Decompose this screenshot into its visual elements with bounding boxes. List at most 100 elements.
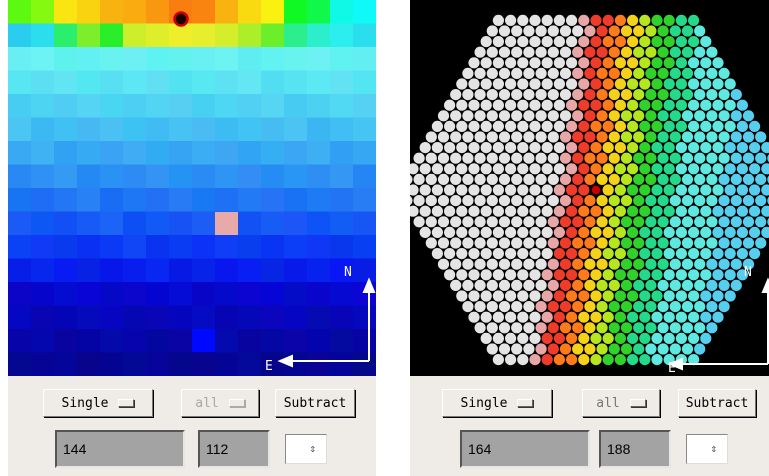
sensor-dot [578,206,589,217]
sensor-dot [572,89,583,100]
sensor-dot [651,142,662,153]
sensor-dot [755,237,766,248]
grid-cell [146,118,170,142]
sensor-dot [645,216,656,227]
grid-cell [307,141,331,165]
y-coordinate-field[interactable]: 112 [198,430,270,468]
value-stepper[interactable]: ⇕ [285,434,327,464]
sensor-dot [523,174,534,185]
sensor-dot [410,195,413,206]
sensor-dot [450,131,461,142]
sensor-dot [639,227,650,238]
mode-select-button[interactable]: Single [442,389,552,417]
sensor-dot [603,142,614,153]
sensor-dot [487,343,498,354]
grid-cell [261,329,285,353]
sensor-dot [499,322,510,333]
subtract-button[interactable]: Subtract [275,389,355,417]
channel-select-button[interactable]: all [582,389,660,417]
sensor-dot [658,25,669,36]
sensor-dot [627,312,638,323]
sensor-dot [468,100,479,111]
sensor-dot [603,184,614,195]
x-coordinate-field[interactable]: 144 [55,430,185,468]
grid-cell [353,188,376,212]
grid-cell [8,282,32,306]
mode-select-button[interactable]: Single [43,389,153,417]
channel-select-button[interactable]: all [181,389,259,417]
grid-cell [330,235,354,259]
sensor-dot [700,290,711,301]
sensor-dot [542,248,553,259]
grid-cell [123,306,147,330]
grid-cell [215,71,239,95]
subtract-button[interactable]: Subtract [678,389,756,417]
sensor-dot [505,248,516,259]
sensor-dot [529,290,540,301]
sensor-dot [456,78,467,89]
grid-cell [146,47,170,71]
sensor-dot [444,269,455,280]
grid-cell [353,282,376,306]
grid-cell [261,235,285,259]
grid-cell [54,282,78,306]
sensor-dot [597,301,608,312]
sensor-dot [621,110,632,121]
sensor-dot [487,301,498,312]
grid-cell [54,165,78,189]
subtract-label: Subtract [284,396,347,411]
sensor-dot [499,131,510,142]
grid-cell [146,235,170,259]
sensor-dot [651,15,662,26]
sensor-dot [536,343,547,354]
sensor-dot [719,237,730,248]
sensor-dot [456,163,467,174]
sensor-dot [432,227,443,238]
sensor-dot [499,68,510,79]
sensor-dot [682,322,693,333]
sensor-dot [645,89,656,100]
grid-cell [31,306,55,330]
sensor-dot [505,269,516,280]
hexagonal-sensor-map[interactable]: N E [410,0,769,376]
grid-cell [100,212,124,236]
sensor-dot [688,163,699,174]
sensor-dot [688,248,699,259]
sensor-dot [572,174,583,185]
y-coordinate-field[interactable]: 188 [599,430,671,468]
sensor-dot [505,163,516,174]
value-stepper[interactable]: ⇕ [686,434,728,464]
sensor-dot [627,57,638,68]
x-coordinate-field[interactable]: 164 [460,430,590,468]
sensor-dot [597,174,608,185]
sensor-dot [578,248,589,259]
grid-cell [77,306,101,330]
sensor-dot [420,206,431,217]
grid-cell [100,24,124,48]
sensor-dot [572,301,583,312]
grid-cell [261,0,285,24]
sensor-dot [731,195,742,206]
grid-cell [215,94,239,118]
grid-cell [146,353,170,377]
grid-cell [169,141,193,165]
sensor-dot [548,25,559,36]
sensor-dot [621,237,632,248]
pixel-grid-map[interactable]: N E [8,0,376,376]
grid-cell [307,353,331,377]
sensor-dot [694,68,705,79]
sensor-dot [542,184,553,195]
sensor-dot [584,174,595,185]
sensor-dot [566,36,577,47]
grid-cell [215,188,239,212]
sensor-dot [572,47,583,58]
grid-cell [261,259,285,283]
sensor-dot [493,333,504,344]
sensor-dot [487,47,498,58]
sensor-dot [682,110,693,121]
sensor-dot [633,153,644,164]
sensor-dot [560,195,571,206]
sensor-dot [664,248,675,259]
grid-cell [54,71,78,95]
sensor-dot [493,163,504,174]
